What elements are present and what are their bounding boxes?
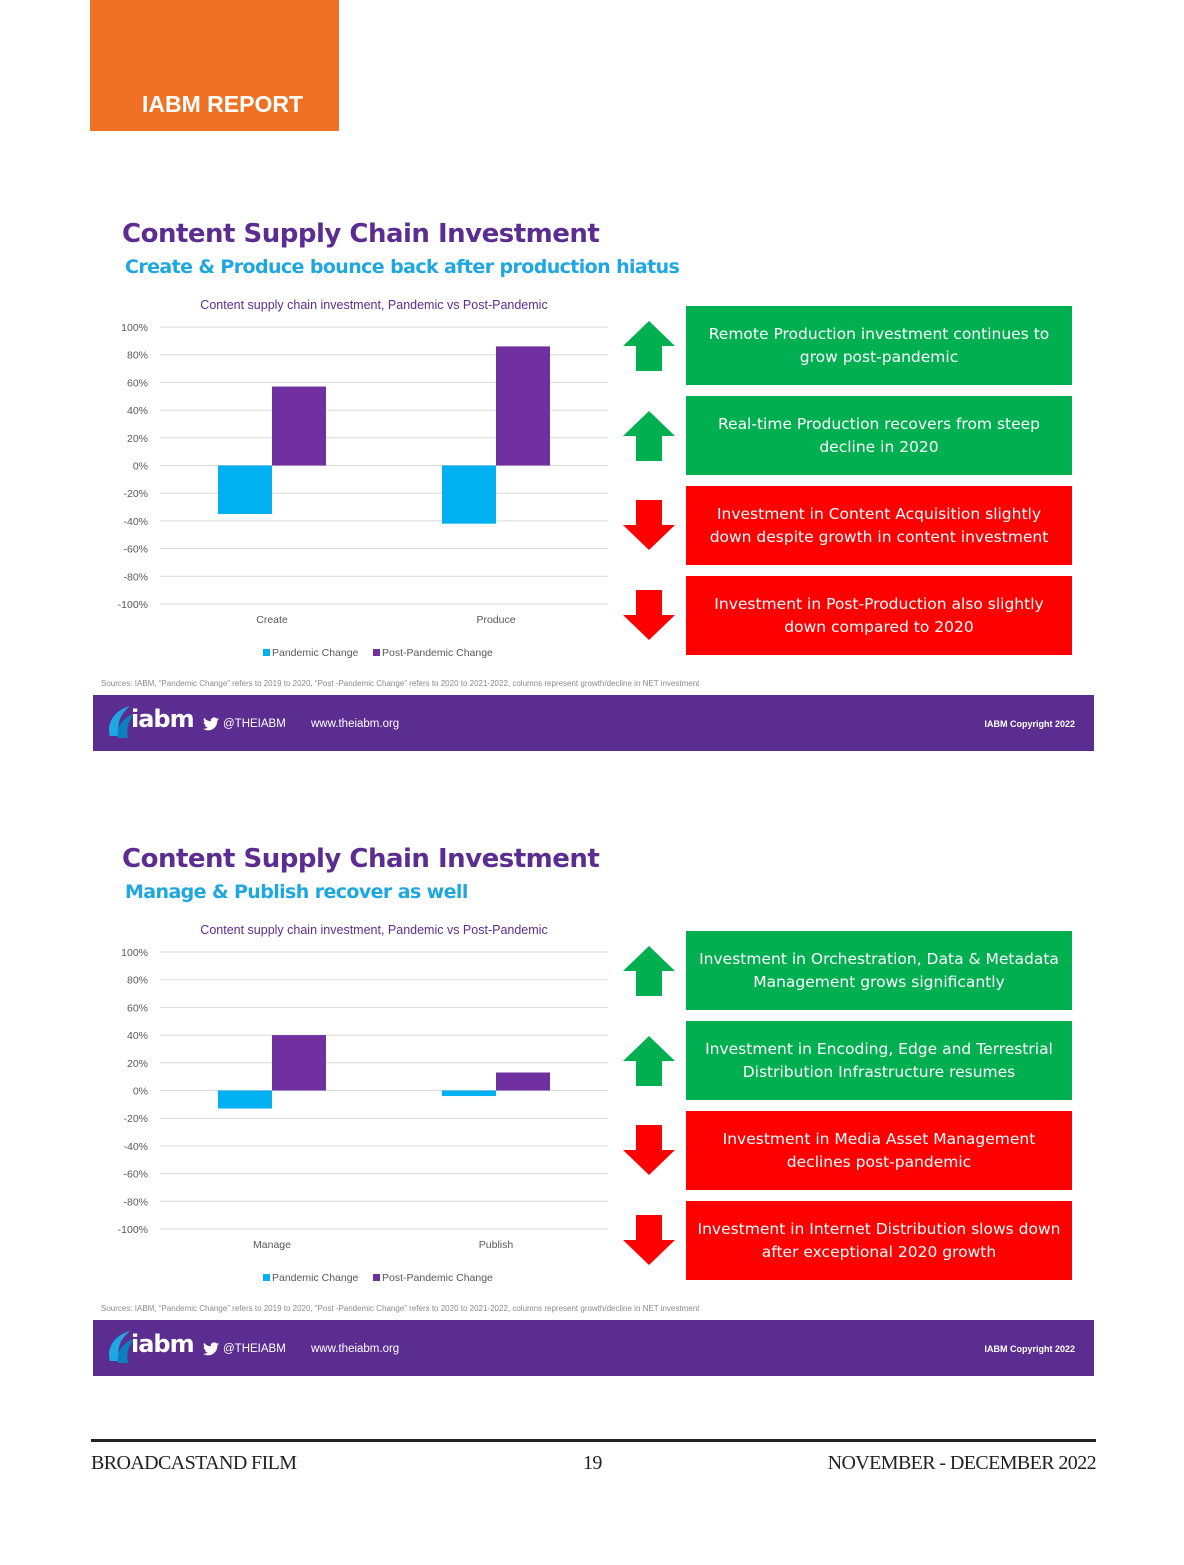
up-arrow-icon xyxy=(623,1036,675,1086)
y-tick-label: 60% xyxy=(127,377,148,389)
y-tick-label: 40% xyxy=(127,1030,148,1042)
slide-footer: iabm @THEIABM www.theiabm.org IABM Copyr… xyxy=(93,1320,1094,1376)
y-tick-label: -20% xyxy=(123,1113,148,1125)
insight-card: Real-time Production recovers from steep… xyxy=(686,396,1072,475)
legend-label: Pandemic Change xyxy=(272,1272,359,1284)
legend-swatch xyxy=(373,1274,380,1281)
iabm-logo xyxy=(108,706,134,738)
logo-text: iabm xyxy=(131,705,195,733)
y-tick-label: -80% xyxy=(123,571,148,583)
y-tick-label: 0% xyxy=(133,461,148,473)
y-tick-label: 40% xyxy=(127,405,148,417)
slide-title: Content Supply Chain Investment xyxy=(122,219,600,249)
y-tick-label: 60% xyxy=(127,1002,148,1014)
down-arrow-icon xyxy=(623,590,675,640)
insight-card: Investment in Content Acquisition slight… xyxy=(686,486,1072,565)
bar xyxy=(272,386,326,466)
website-link[interactable]: www.theiabm.org xyxy=(311,1343,400,1355)
x-tick-label: Create xyxy=(256,614,288,626)
legend-swatch xyxy=(263,1274,270,1281)
y-tick-label: 80% xyxy=(127,975,148,987)
copyright: IABM Copyright 2022 xyxy=(984,719,1075,729)
legend-label: Post-Pandemic Change xyxy=(382,647,493,659)
insight-card: Investment in Media Asset Management dec… xyxy=(686,1111,1072,1190)
chart-title: Content supply chain investment, Pandemi… xyxy=(200,923,547,937)
y-tick-label: -60% xyxy=(123,544,148,556)
insight-card: Remote Production investment continues t… xyxy=(686,306,1072,385)
twitter-handle[interactable]: @THEIABM xyxy=(223,718,286,730)
x-tick-label: Produce xyxy=(476,614,515,626)
iabm-logo xyxy=(108,1331,134,1363)
legend-label: Pandemic Change xyxy=(272,647,359,659)
y-tick-label: -20% xyxy=(123,488,148,500)
bar xyxy=(496,346,550,466)
copyright: IABM Copyright 2022 xyxy=(984,1344,1075,1354)
insight-card: Investment in Post-Production also sligh… xyxy=(686,576,1072,655)
legend-swatch xyxy=(373,649,380,656)
y-tick-label: -40% xyxy=(123,516,148,528)
y-tick-label: -100% xyxy=(118,599,148,611)
page-footer-rule xyxy=(91,1439,1096,1442)
x-tick-label: Publish xyxy=(479,1239,514,1251)
source-note: Sources: IABM, “Pandemic Change” refers … xyxy=(101,1304,700,1313)
bar xyxy=(442,465,496,524)
page-number: 19 xyxy=(583,1452,602,1474)
down-arrow-icon xyxy=(623,500,675,550)
y-tick-label: 0% xyxy=(133,1086,148,1098)
twitter-handle[interactable]: @THEIABM xyxy=(223,1343,286,1355)
y-tick-label: 20% xyxy=(127,1058,148,1070)
y-tick-label: -40% xyxy=(123,1141,148,1153)
slide-title: Content Supply Chain Investment xyxy=(122,844,600,874)
bar xyxy=(442,1090,496,1097)
bar xyxy=(496,1072,550,1091)
twitter-icon xyxy=(203,717,219,731)
bar xyxy=(218,465,272,514)
slide-subtitle: Create & Produce bounce back after produ… xyxy=(125,256,680,278)
publication-name: BROADCASTAND FILM xyxy=(91,1452,297,1474)
up-arrow-icon xyxy=(623,946,675,996)
report-label: IABM REPORT xyxy=(142,91,303,117)
issue-date: NOVEMBER - DECEMBER 2022 xyxy=(827,1452,1097,1474)
website-link[interactable]: www.theiabm.org xyxy=(311,718,400,730)
down-arrow-icon xyxy=(623,1215,675,1265)
twitter-icon xyxy=(203,1342,219,1356)
bar-chart: Content supply chain investment, Pandemi… xyxy=(118,923,608,1284)
y-tick-label: -80% xyxy=(123,1196,148,1208)
legend-label: Post-Pandemic Change xyxy=(382,1272,493,1284)
bar xyxy=(218,1090,272,1109)
x-tick-label: Manage xyxy=(253,1239,291,1251)
bar xyxy=(272,1035,326,1091)
chart-title: Content supply chain investment, Pandemi… xyxy=(200,298,547,312)
slide-footer: iabm @THEIABM www.theiabm.org IABM Copyr… xyxy=(93,695,1094,751)
slide-subtitle: Manage & Publish recover as well xyxy=(125,881,468,903)
up-arrow-icon xyxy=(623,411,675,461)
logo-text: iabm xyxy=(131,1330,195,1358)
slide-2: Content Supply Chain Investment Manage &… xyxy=(93,835,1094,1395)
insight-card: Investment in Encoding, Edge and Terrest… xyxy=(686,1021,1072,1100)
insight-card: Investment in Internet Distribution slow… xyxy=(686,1201,1072,1280)
y-tick-label: 20% xyxy=(127,433,148,445)
legend-swatch xyxy=(263,649,270,656)
insight-card: Investment in Orchestration, Data & Meta… xyxy=(686,931,1072,1010)
y-tick-label: -100% xyxy=(118,1224,148,1236)
y-tick-label: 80% xyxy=(127,350,148,362)
source-note: Sources: IABM, “Pandemic Change” refers … xyxy=(101,679,700,688)
y-tick-label: -60% xyxy=(123,1169,148,1181)
up-arrow-icon xyxy=(623,321,675,371)
y-tick-label: 100% xyxy=(121,947,148,959)
y-tick-label: 100% xyxy=(121,322,148,334)
report-header-tab: IABM REPORT xyxy=(90,0,339,131)
slide-1: Content Supply Chain Investment Create &… xyxy=(93,210,1094,770)
bar-chart: Content supply chain investment, Pandemi… xyxy=(118,298,608,659)
down-arrow-icon xyxy=(623,1125,675,1175)
